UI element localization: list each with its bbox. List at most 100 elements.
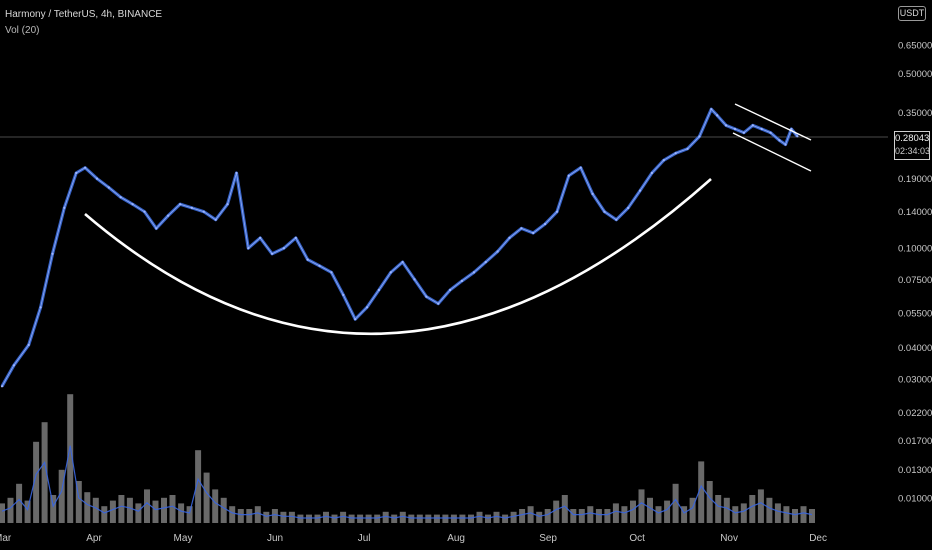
price-point — [214, 218, 217, 221]
volume-bar — [416, 514, 423, 523]
price-point — [342, 293, 345, 296]
y-tick-label: 0.35000 — [898, 108, 932, 119]
y-tick-label: 0.50000 — [898, 69, 932, 80]
volume-bar — [433, 514, 440, 523]
volume-bar — [749, 495, 756, 523]
price-point — [294, 236, 297, 239]
volume-bar — [331, 514, 338, 523]
price-point — [472, 271, 475, 274]
price-point — [27, 343, 30, 346]
time-axis[interactable]: Mar Apr May Jun Jul Aug Sep Oct Nov Dec — [0, 533, 827, 544]
price-point — [725, 124, 728, 127]
price-point — [190, 206, 193, 209]
price-point — [401, 261, 404, 264]
volume-bar — [774, 503, 781, 523]
volume-bar — [681, 506, 688, 523]
y-tick-label: 0.03000 — [898, 374, 932, 385]
volume-bar — [519, 509, 526, 523]
volume-bar — [169, 495, 176, 523]
y-tick-label: 0.01700 — [898, 436, 932, 447]
volume-bar — [263, 511, 270, 523]
price-point — [508, 236, 511, 239]
y-tick-label: 0.02200 — [898, 408, 932, 419]
price-pane — [0, 107, 799, 388]
cup-arc-line — [84, 178, 712, 336]
volume-bar — [399, 511, 406, 523]
symbol-legend[interactable]: Harmony / TetherUS, 4h, BINANCE — [5, 9, 163, 20]
price-point — [544, 222, 547, 226]
price-point — [555, 210, 559, 213]
price-point — [84, 166, 87, 169]
price-axis[interactable]: 0.65000 0.50000 0.35000 0.19000 0.14000 0.100… — [898, 41, 932, 505]
price-point — [650, 171, 654, 175]
price-series-line — [0, 107, 799, 388]
volume-bar — [638, 489, 645, 523]
volume-bar — [323, 511, 329, 523]
volume-bar — [237, 509, 244, 523]
price-point — [733, 127, 737, 131]
channel-lower-line — [732, 132, 812, 172]
volume-bar — [450, 514, 457, 523]
volume-ma-line — [1, 445, 813, 519]
volume-bar — [280, 511, 287, 523]
volume-bar — [502, 514, 509, 523]
volume-bar — [723, 497, 730, 523]
price-point — [63, 206, 66, 209]
price-point — [627, 206, 630, 209]
volume-bar — [229, 506, 236, 523]
y-tick-label: 0.01000 — [898, 494, 932, 505]
currency-badge[interactable]: USDT — [898, 6, 926, 21]
volume-bar — [698, 461, 705, 523]
volume-bar — [220, 497, 227, 523]
price-point — [235, 171, 238, 175]
volume-bar — [621, 506, 628, 523]
volume-bar — [527, 506, 534, 523]
price-point — [131, 203, 134, 206]
volume-bar — [382, 511, 389, 523]
volume-bar — [553, 500, 560, 523]
volume-bar — [92, 497, 99, 523]
volume-bar — [306, 514, 312, 523]
price-point — [202, 210, 205, 213]
volume-bar — [459, 514, 466, 523]
x-tick-label: May — [174, 533, 193, 544]
volume-bar — [655, 506, 662, 523]
volume-bar — [647, 497, 653, 523]
price-point — [496, 250, 499, 253]
price-point — [354, 318, 357, 321]
price-point — [413, 278, 416, 281]
volume-bar — [570, 509, 577, 523]
price-point — [532, 231, 535, 235]
price-point — [318, 264, 321, 267]
y-tick-label: 0.07500 — [898, 275, 932, 286]
price-point — [179, 203, 182, 206]
price-point — [567, 174, 570, 177]
volume-bar — [689, 497, 696, 523]
volume-bar — [766, 497, 773, 523]
volume-bar — [374, 514, 381, 523]
volume-bar — [75, 481, 82, 523]
price-point — [742, 131, 746, 134]
volume-bar — [195, 450, 202, 523]
current-price-badge: 0.28043 02:34:03 — [894, 131, 930, 160]
cup-arc-annotation — [84, 178, 712, 336]
volume-bar — [246, 509, 253, 523]
price-point — [0, 385, 4, 388]
x-tick-label: Mar — [0, 533, 12, 544]
volume-bar — [757, 489, 764, 523]
price-point — [769, 131, 772, 134]
volume-bar — [664, 500, 671, 523]
volume-legend[interactable]: Vol (20) — [5, 25, 40, 36]
price-point — [12, 364, 15, 367]
price-point — [119, 196, 122, 199]
price-point — [710, 108, 713, 111]
price-point — [259, 236, 262, 239]
volume-bar — [544, 509, 551, 523]
volume-bar — [468, 514, 474, 523]
price-point — [143, 210, 146, 213]
price-point — [520, 227, 523, 230]
price-point — [75, 171, 78, 175]
price-point — [39, 306, 42, 309]
x-tick-label: Apr — [86, 533, 102, 544]
